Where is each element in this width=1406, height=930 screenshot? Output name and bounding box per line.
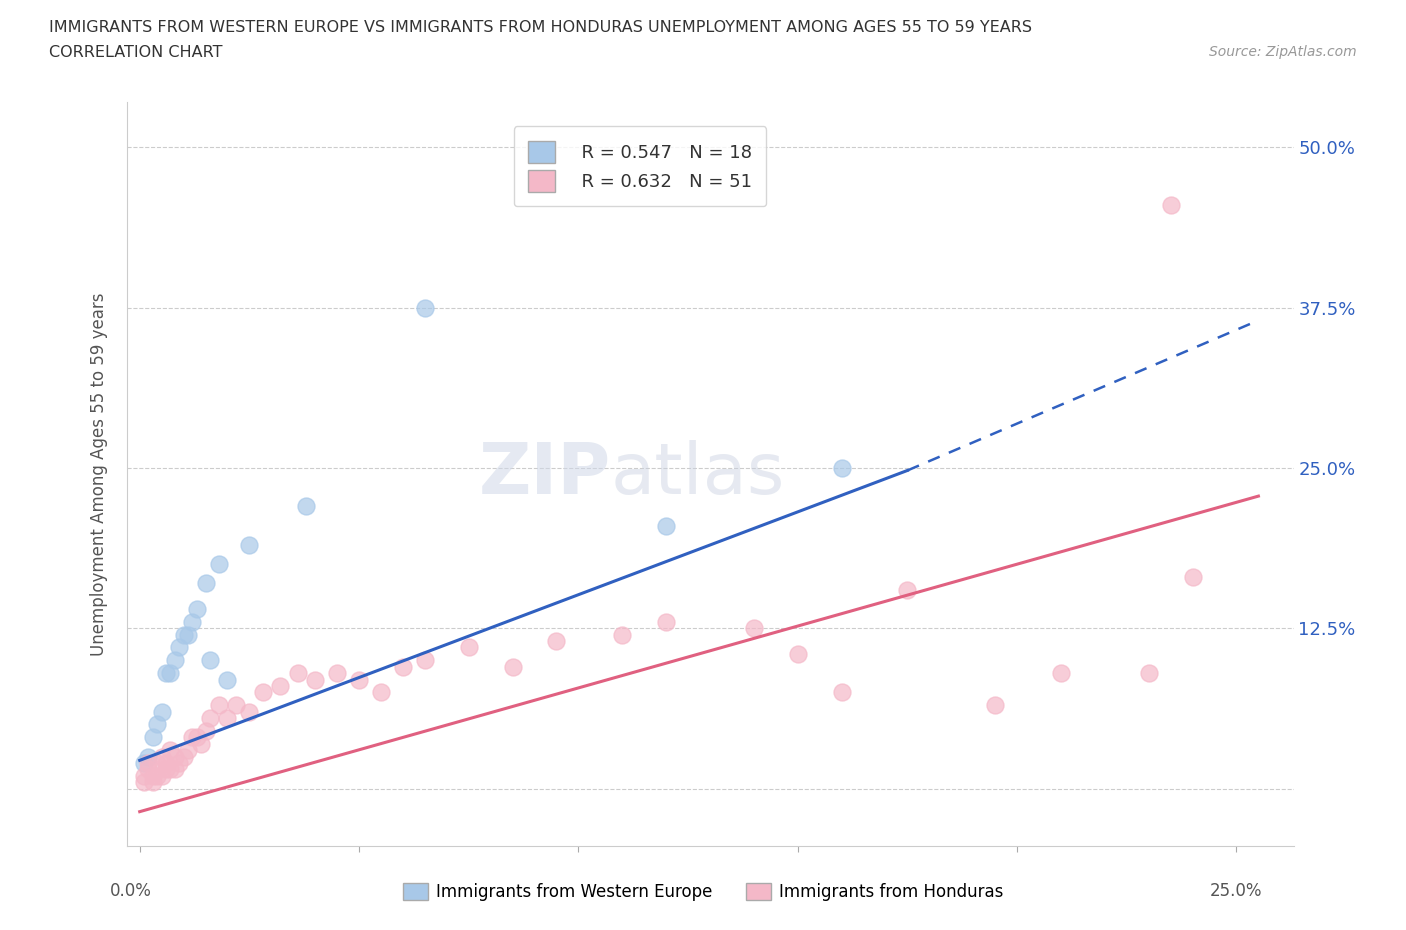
- Text: Source: ZipAtlas.com: Source: ZipAtlas.com: [1209, 45, 1357, 59]
- Text: CORRELATION CHART: CORRELATION CHART: [49, 45, 222, 60]
- Point: [186, 602, 208, 617]
- Point: [347, 672, 370, 687]
- Point: [194, 724, 217, 738]
- Text: IMMIGRANTS FROM WESTERN EUROPE VS IMMIGRANTS FROM HONDURAS UNEMPLOYMENT AMONG AG: IMMIGRANTS FROM WESTERN EUROPE VS IMMIGR…: [49, 20, 1032, 35]
- Text: 25.0%: 25.0%: [1211, 883, 1263, 900]
- Point: [142, 768, 165, 783]
- Point: [146, 717, 169, 732]
- Point: [225, 698, 247, 712]
- Point: [208, 698, 231, 712]
- Point: [1137, 666, 1160, 681]
- Point: [150, 749, 173, 764]
- Point: [146, 768, 169, 783]
- Point: [173, 749, 195, 764]
- Point: [295, 498, 318, 513]
- Point: [326, 666, 349, 681]
- Text: 0.0%: 0.0%: [110, 883, 152, 900]
- Point: [238, 538, 260, 552]
- Point: [190, 737, 212, 751]
- Point: [163, 653, 186, 668]
- Point: [138, 749, 160, 764]
- Point: [742, 621, 765, 636]
- Point: [217, 711, 239, 725]
- Point: [138, 755, 160, 770]
- Point: [252, 684, 274, 699]
- Point: [146, 755, 169, 770]
- Point: [163, 749, 186, 764]
- Point: [208, 557, 231, 572]
- Point: [786, 646, 808, 661]
- Point: [217, 672, 239, 687]
- Point: [177, 627, 200, 642]
- Point: [392, 659, 415, 674]
- Point: [457, 640, 479, 655]
- Point: [194, 576, 217, 591]
- Point: [269, 679, 291, 694]
- Point: [173, 627, 195, 642]
- Point: [831, 684, 853, 699]
- Point: [155, 762, 177, 777]
- Point: [150, 704, 173, 719]
- Point: [287, 666, 309, 681]
- Text: atlas: atlas: [610, 440, 785, 509]
- Point: [159, 666, 181, 681]
- Legend: Immigrants from Western Europe, Immigrants from Honduras: Immigrants from Western Europe, Immigran…: [396, 876, 1010, 908]
- Point: [138, 762, 160, 777]
- Point: [142, 775, 165, 790]
- Point: [132, 775, 155, 790]
- Point: [1181, 569, 1204, 584]
- Point: [163, 762, 186, 777]
- Point: [655, 518, 678, 533]
- Point: [413, 653, 436, 668]
- Y-axis label: Unemployment Among Ages 55 to 59 years: Unemployment Among Ages 55 to 59 years: [90, 293, 108, 656]
- Point: [413, 300, 436, 315]
- Point: [1050, 666, 1073, 681]
- Point: [132, 755, 155, 770]
- Point: [159, 743, 181, 758]
- Point: [546, 633, 568, 648]
- Point: [167, 640, 190, 655]
- Point: [831, 460, 853, 475]
- Point: [1160, 197, 1182, 212]
- Point: [186, 730, 208, 745]
- Point: [304, 672, 326, 687]
- Point: [177, 743, 200, 758]
- Point: [198, 711, 221, 725]
- Point: [155, 666, 177, 681]
- Point: [181, 730, 204, 745]
- Point: [238, 704, 260, 719]
- Point: [167, 755, 190, 770]
- Point: [370, 684, 392, 699]
- Point: [181, 615, 204, 630]
- Point: [655, 615, 678, 630]
- Text: ZIP: ZIP: [478, 440, 610, 509]
- Legend:   R = 0.547   N = 18,   R = 0.632   N = 51: R = 0.547 N = 18, R = 0.632 N = 51: [513, 126, 766, 206]
- Point: [896, 582, 918, 597]
- Point: [502, 659, 524, 674]
- Point: [612, 627, 634, 642]
- Point: [159, 762, 181, 777]
- Point: [198, 653, 221, 668]
- Point: [150, 768, 173, 783]
- Point: [155, 755, 177, 770]
- Point: [984, 698, 1007, 712]
- Point: [132, 768, 155, 783]
- Point: [142, 730, 165, 745]
